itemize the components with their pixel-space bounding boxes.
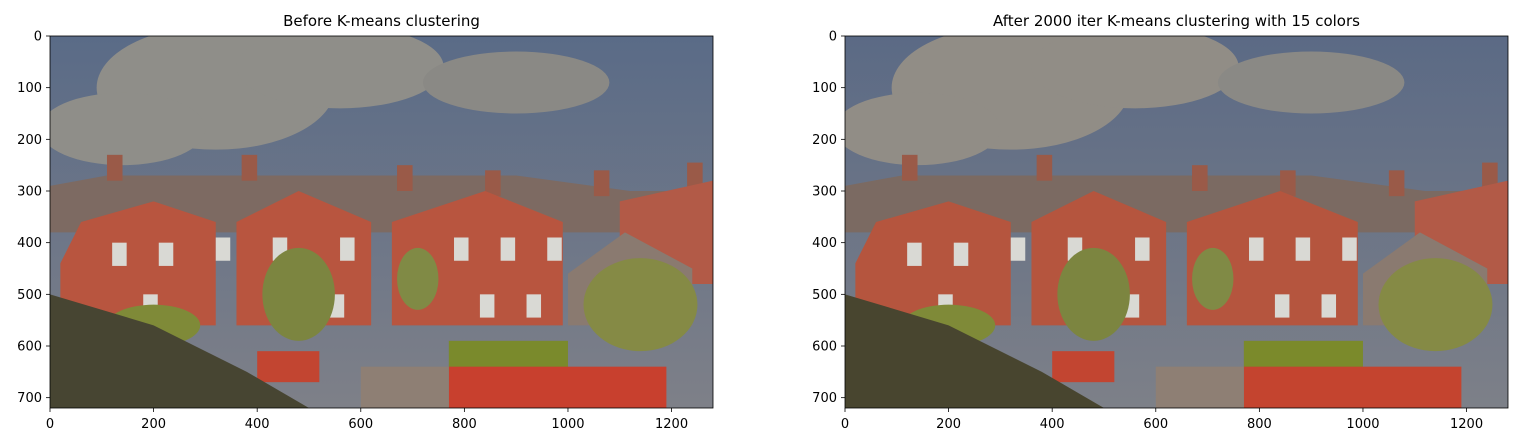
y-tick-label: 100 [812, 81, 837, 96]
red-fence [257, 351, 320, 383]
x-tick-label: 600 [1143, 417, 1168, 432]
window [215, 237, 231, 261]
red-fence [1243, 366, 1462, 408]
cloud [845, 92, 1001, 166]
cloud [236, 36, 444, 109]
window [526, 294, 542, 318]
y-tick-label: 0 [829, 30, 837, 45]
cloud [50, 92, 206, 166]
red-fence [448, 366, 667, 408]
window [953, 242, 969, 266]
tree [1192, 247, 1234, 310]
y-tick-label: 500 [17, 288, 42, 303]
x-tick-label: 800 [452, 417, 477, 432]
cloud [1031, 36, 1239, 109]
window [479, 294, 495, 318]
chart-title: After 2000 iter K-means clustering with … [993, 12, 1360, 30]
foreground-shadow [845, 294, 1104, 408]
window [340, 237, 355, 261]
cloud [422, 51, 610, 114]
y-tick-label: 300 [812, 185, 837, 200]
x-tick-label: 0 [841, 417, 849, 432]
y-tick-label: 600 [812, 340, 837, 355]
x-tick-label: 200 [936, 417, 961, 432]
y-tick-label: 200 [812, 133, 837, 148]
x-tick-label: 800 [1247, 417, 1272, 432]
panel-1: Before K-means clustering 0 200 400 600 800 10… [17, 12, 714, 432]
window [1321, 294, 1337, 318]
y-tick-label: 600 [17, 340, 42, 355]
window [112, 242, 127, 266]
cloud [1217, 51, 1405, 114]
image-1 [50, 36, 713, 408]
tree [1378, 258, 1493, 352]
chart-title: Before K-means clustering [283, 12, 480, 30]
chimney [485, 170, 501, 197]
window [500, 237, 516, 261]
y-tick-label: 700 [17, 391, 42, 406]
chimney [1482, 162, 1498, 189]
x-tick-label: 0 [46, 417, 54, 432]
y-tick-label: 300 [17, 185, 42, 200]
chimney [901, 154, 918, 181]
chimney [241, 154, 258, 181]
window [1135, 237, 1150, 261]
x-tick-label: 600 [348, 417, 373, 432]
red-fence [1052, 351, 1115, 383]
x-tick-label: 1200 [1450, 417, 1483, 432]
chimney [593, 170, 610, 197]
house-brick [855, 201, 1011, 326]
shed [1155, 366, 1244, 408]
window [1342, 237, 1357, 261]
chimney [687, 162, 703, 189]
y-tick-label: 400 [812, 236, 837, 251]
x-tick-label: 1000 [551, 417, 584, 432]
foreground-shadow [50, 294, 309, 408]
window [547, 237, 562, 261]
x-tick-label: 1200 [655, 417, 688, 432]
y-tick-label: 700 [812, 391, 837, 406]
y-tick-label: 0 [34, 30, 42, 45]
y-tick-label: 500 [812, 288, 837, 303]
chimney [1036, 154, 1053, 181]
axes-frame [844, 35, 1509, 409]
window [454, 237, 469, 261]
x-tick-label: 1000 [1346, 417, 1379, 432]
panel-2: After 2000 iter K-means clustering with … [812, 12, 1509, 432]
window [1274, 294, 1290, 318]
tree [397, 247, 439, 310]
tree [1057, 247, 1130, 341]
chimney [1192, 165, 1208, 191]
y-tick-label: 100 [17, 81, 42, 96]
x-tick-label: 200 [141, 417, 166, 432]
window [907, 242, 922, 266]
window [158, 242, 174, 266]
tree [583, 258, 698, 352]
shed [360, 366, 449, 408]
axes-frame [49, 35, 714, 409]
x-tick-label: 400 [245, 417, 270, 432]
window [1295, 237, 1311, 261]
window [1010, 237, 1026, 261]
chimney [106, 154, 123, 181]
window [1249, 237, 1264, 261]
chimney [397, 165, 413, 191]
house-brick [60, 201, 216, 326]
image-2 [845, 36, 1508, 408]
y-tick-label: 200 [17, 133, 42, 148]
chimney [1388, 170, 1405, 197]
chimney [1280, 170, 1296, 197]
x-tick-label: 400 [1040, 417, 1065, 432]
tree [262, 247, 335, 341]
y-tick-label: 400 [17, 236, 42, 251]
